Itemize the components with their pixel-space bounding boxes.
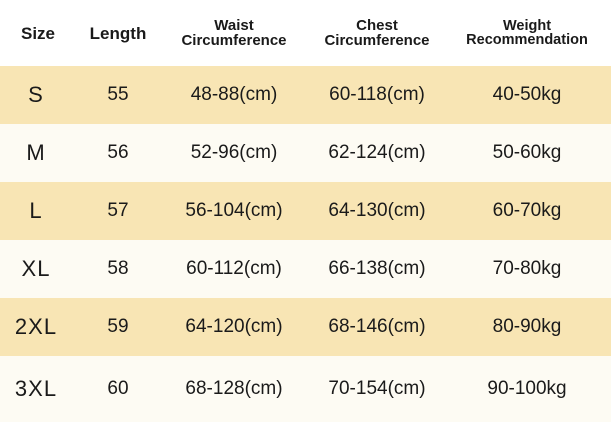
chest-cell: 64-130(cm)	[328, 200, 426, 221]
header-length: Length	[76, 0, 160, 66]
header-waist-line2: Circumference	[181, 32, 287, 49]
waist-cell: 52-96(cm)	[190, 142, 278, 163]
size-cell: S	[28, 82, 44, 107]
waist-cell: 48-88(cm)	[190, 84, 278, 105]
chest-cell: 62-124(cm)	[328, 142, 426, 163]
waist-cell: 56-104(cm)	[185, 200, 283, 221]
length-cell: 55	[107, 84, 129, 105]
table-row: L 57 56-104(cm) 64-130(cm) 60-70kg	[0, 182, 611, 240]
header-weight-line1: Weight	[502, 17, 552, 34]
header-size-label: Size	[20, 23, 56, 43]
header-size: Size	[0, 0, 76, 66]
size-cell: XL	[21, 256, 51, 281]
weight-cell: 60-70kg	[492, 200, 562, 221]
size-cell: L	[29, 198, 43, 223]
length-cell: 58	[107, 258, 129, 279]
table-row: S 55 48-88(cm) 60-118(cm) 40-50kg	[0, 66, 611, 124]
header-chest-circumference: Chest Circumference	[310, 0, 444, 66]
weight-cell: 40-50kg	[492, 84, 562, 105]
length-cell: 59	[107, 316, 129, 337]
weight-cell: 50-60kg	[492, 142, 562, 163]
chest-cell: 70-154(cm)	[328, 378, 426, 399]
waist-cell: 64-120(cm)	[185, 316, 283, 337]
size-cell: 3XL	[14, 376, 58, 401]
chest-cell: 68-146(cm)	[328, 316, 426, 337]
header-chest-line1: Chest	[356, 17, 398, 34]
header-weight-recommendation: Weight Recommendation	[452, 0, 602, 66]
header-waist-circumference: Waist Circumference	[168, 0, 300, 66]
table-row: M 56 52-96(cm) 62-124(cm) 50-60kg	[0, 124, 611, 182]
weight-cell: 70-80kg	[492, 258, 562, 279]
chest-cell: 60-118(cm)	[329, 84, 425, 105]
table-row: 3XL 60 68-128(cm) 70-154(cm) 90-100kg	[0, 356, 611, 422]
weight-cell: 90-100kg	[487, 378, 567, 399]
header-length-label: Length	[89, 23, 147, 43]
waist-cell: 60-112(cm)	[186, 258, 282, 279]
chest-cell: 66-138(cm)	[328, 258, 426, 279]
header-chest-line2: Circumference	[324, 32, 430, 49]
size-cell: 2XL	[14, 314, 58, 339]
length-cell: 60	[107, 378, 129, 399]
length-cell: 56	[107, 142, 129, 163]
waist-cell: 68-128(cm)	[185, 378, 283, 399]
table-row: XL 58 60-112(cm) 66-138(cm) 70-80kg	[0, 240, 611, 298]
length-cell: 57	[107, 200, 129, 221]
size-cell: M	[26, 140, 46, 165]
table-header-row: Size Length Waist Circumference Chest Ci…	[0, 0, 611, 66]
header-weight-line2: Recommendation	[466, 32, 588, 48]
table-row: 2XL 59 64-120(cm) 68-146(cm) 80-90kg	[0, 298, 611, 356]
header-waist-line1: Waist	[214, 17, 254, 34]
weight-cell: 80-90kg	[492, 316, 562, 337]
